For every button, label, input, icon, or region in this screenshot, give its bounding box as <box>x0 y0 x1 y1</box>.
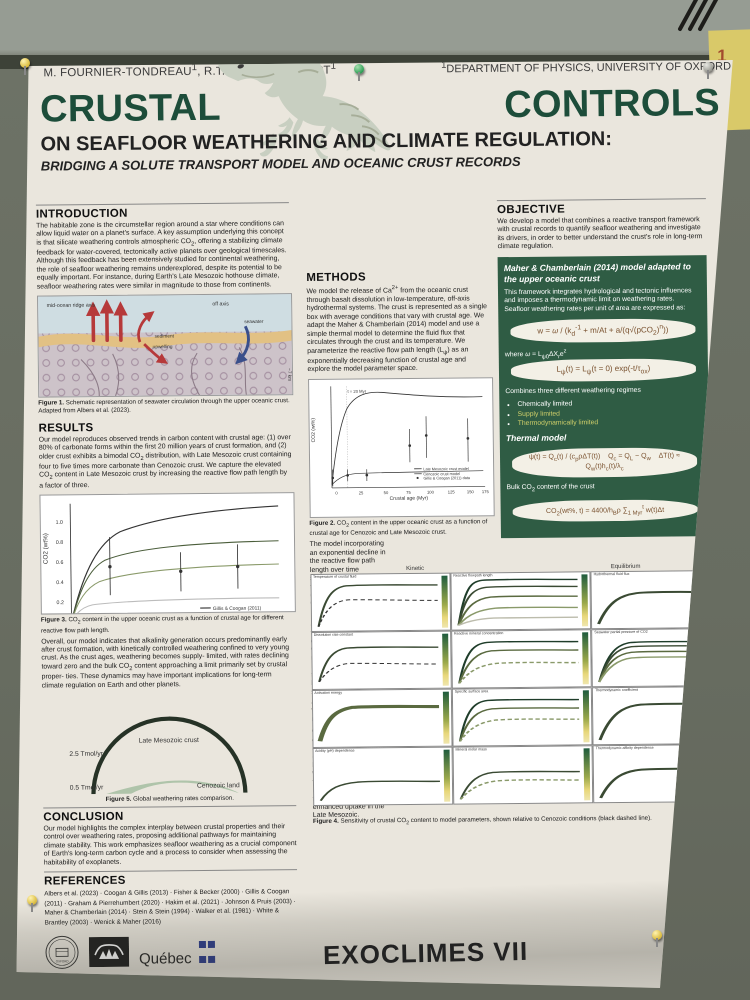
svg-text:mid-ocean ridge axis: mid-ocean ridge axis <box>46 303 95 309</box>
svg-text:Late Mesozoic crust model: Late Mesozoic crust model <box>422 467 468 471</box>
svg-text:Late Mesozoic crust: Late Mesozoic crust <box>139 737 199 745</box>
svg-text:CO2 (wt%): CO2 (wt%) <box>42 533 49 564</box>
svg-text:175: 175 <box>481 489 489 494</box>
svg-text:0.4: 0.4 <box>56 580 63 586</box>
svg-text:150: 150 <box>466 489 474 494</box>
svg-text:upwelling: upwelling <box>152 344 172 350</box>
svg-text:Cenozoic land: Cenozoic land <box>197 782 240 789</box>
svg-text:0.5 Tmol/yr: 0.5 Tmol/yr <box>69 784 103 791</box>
svg-text:75: 75 <box>405 490 410 495</box>
svg-text:0: 0 <box>334 490 337 495</box>
svg-text:125: 125 <box>447 489 455 494</box>
svg-text:OXFORD: OXFORD <box>55 960 69 964</box>
svg-text:Crustal age (Myr): Crustal age (Myr) <box>389 495 428 501</box>
svg-text:Gillis & Coogan (2011): Gillis & Coogan (2011) <box>212 606 261 612</box>
svg-text:sediment: sediment <box>154 334 174 340</box>
svg-text:0.8: 0.8 <box>55 540 62 546</box>
svg-text:0.2: 0.2 <box>56 600 63 606</box>
svg-text:100: 100 <box>426 489 434 494</box>
svg-text:Gillis & Coogan (2011) data: Gillis & Coogan (2011) data <box>422 476 469 480</box>
svg-text:1.0: 1.0 <box>55 520 62 526</box>
svg-text:off axis: off axis <box>212 301 229 307</box>
svg-text:2.5 Tmol/yr: 2.5 Tmol/yr <box>69 751 103 758</box>
svg-text:0.6: 0.6 <box>55 560 62 566</box>
svg-text:50: 50 <box>383 490 388 495</box>
svg-text:~7 km: ~7 km <box>285 368 291 381</box>
svg-text:25: 25 <box>358 490 363 495</box>
svg-text:CO2 (wt%): CO2 (wt%) <box>310 417 316 442</box>
svg-text:t = 20 Myr: t = 20 Myr <box>346 389 365 394</box>
svg-text:seawater: seawater <box>244 319 264 325</box>
